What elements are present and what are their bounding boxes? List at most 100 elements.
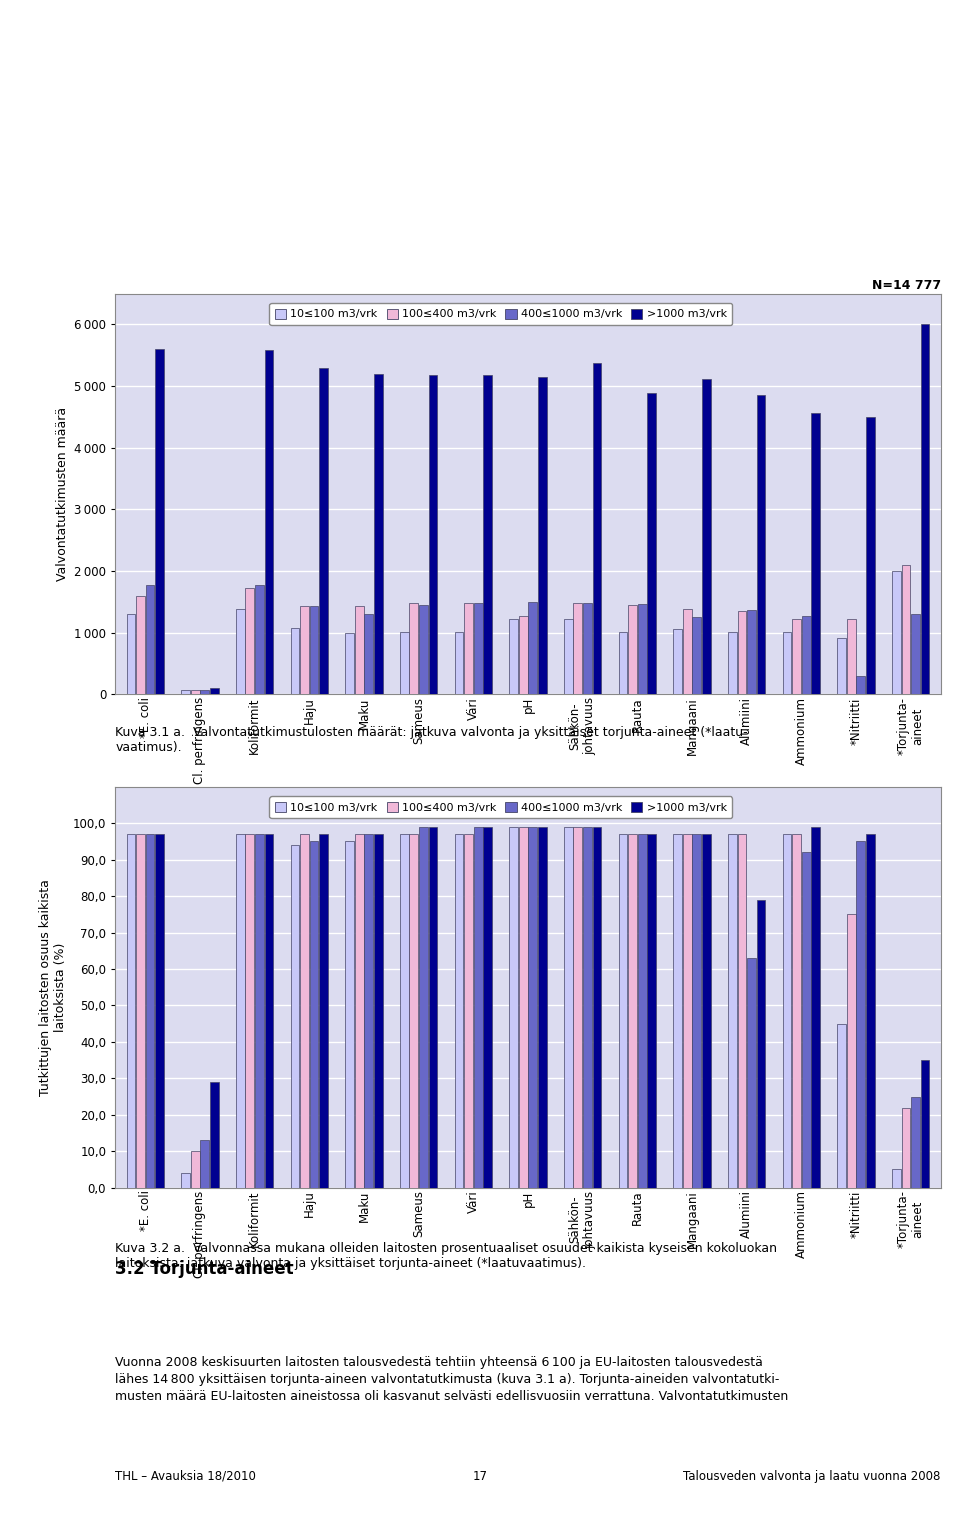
Bar xyxy=(528,826,538,1188)
Bar xyxy=(400,632,409,694)
Bar xyxy=(483,375,492,694)
Bar xyxy=(464,602,473,694)
Text: Kuva 3.2 a.  Valvonnassa mukana olleiden laitosten prosentuaaliset osuudet kaiki: Kuva 3.2 a. Valvonnassa mukana olleiden … xyxy=(115,1242,778,1269)
Bar xyxy=(901,1108,910,1188)
Bar xyxy=(856,841,865,1188)
Bar xyxy=(455,631,464,694)
Bar xyxy=(346,632,354,694)
Bar xyxy=(365,614,373,694)
Text: Vuonna 2008 keskisuurten laitosten talousvedestä tehtiin yhteensä 6 100 ja EU-la: Vuonna 2008 keskisuurten laitosten talou… xyxy=(115,1356,788,1403)
Bar xyxy=(146,834,155,1188)
Bar xyxy=(747,958,756,1188)
Bar xyxy=(837,637,846,694)
Bar xyxy=(811,413,820,694)
Legend: 10≤100 m3/vrk, 100≤400 m3/vrk, 400≤1000 m3/vrk, >1000 m3/vrk: 10≤100 m3/vrk, 100≤400 m3/vrk, 400≤1000 … xyxy=(270,303,732,325)
Bar xyxy=(628,834,637,1188)
Bar xyxy=(464,834,473,1188)
Bar xyxy=(847,619,855,694)
Bar xyxy=(320,368,328,694)
Bar xyxy=(737,611,746,694)
Bar xyxy=(410,602,419,694)
Bar xyxy=(291,628,300,694)
Bar xyxy=(618,834,628,1188)
Bar xyxy=(210,688,219,694)
Bar xyxy=(455,834,464,1188)
Bar xyxy=(419,605,428,694)
Text: 3.2 Torjunta-aineet: 3.2 Torjunta-aineet xyxy=(115,1260,294,1278)
Bar xyxy=(473,604,483,694)
Bar xyxy=(291,846,300,1188)
Bar xyxy=(756,900,765,1188)
Bar xyxy=(866,834,875,1188)
Bar xyxy=(892,1170,900,1188)
Bar xyxy=(782,834,791,1188)
Bar xyxy=(201,1141,209,1188)
Bar xyxy=(473,826,483,1188)
Text: Talousveden valvonta ja laatu vuonna 2008: Talousveden valvonta ja laatu vuonna 200… xyxy=(684,1469,941,1483)
Bar xyxy=(573,826,583,1188)
Text: Kuva 3.1 a.  Valvontatutkimustulosten määrät: jatkuva valvonta ja yksittäiset to: Kuva 3.1 a. Valvontatutkimustulosten mää… xyxy=(115,726,748,753)
Bar xyxy=(365,834,373,1188)
Bar xyxy=(673,629,682,694)
Bar xyxy=(127,834,135,1188)
Bar xyxy=(346,841,354,1188)
Bar xyxy=(181,1173,190,1188)
Bar xyxy=(692,834,701,1188)
Bar xyxy=(191,690,200,694)
Bar xyxy=(792,834,801,1188)
Bar xyxy=(592,826,601,1188)
Bar xyxy=(310,841,319,1188)
Bar xyxy=(583,826,592,1188)
Bar xyxy=(628,605,637,694)
Bar xyxy=(683,608,691,694)
Bar xyxy=(509,619,518,694)
Bar xyxy=(837,1024,846,1188)
Bar xyxy=(802,616,810,694)
Bar xyxy=(538,377,547,694)
Bar xyxy=(428,826,438,1188)
Bar xyxy=(127,614,135,694)
Bar xyxy=(236,834,245,1188)
Bar xyxy=(136,596,145,694)
Bar xyxy=(300,605,309,694)
Y-axis label: Tutkittujen laitosten osuus kaikista
laitoksista (%): Tutkittujen laitosten osuus kaikista lai… xyxy=(39,879,67,1095)
Bar xyxy=(355,607,364,694)
Bar xyxy=(419,826,428,1188)
Bar xyxy=(136,834,145,1188)
Y-axis label: Valvontatutkimusten määrä: Valvontatutkimusten määrä xyxy=(56,407,68,581)
Bar xyxy=(728,834,736,1188)
Bar xyxy=(618,631,628,694)
Bar xyxy=(564,826,573,1188)
Text: THL – Avauksia 18/2010: THL – Avauksia 18/2010 xyxy=(115,1469,256,1483)
Bar xyxy=(255,584,264,694)
Bar xyxy=(592,363,601,694)
Bar xyxy=(683,834,691,1188)
Bar xyxy=(236,610,245,694)
Bar xyxy=(400,834,409,1188)
Bar xyxy=(866,418,875,694)
Bar xyxy=(265,834,274,1188)
Bar xyxy=(483,826,492,1188)
Bar xyxy=(847,914,855,1188)
Bar xyxy=(528,602,538,694)
Bar xyxy=(374,374,383,694)
Bar xyxy=(921,324,929,694)
Legend: 10≤100 m3/vrk, 100≤400 m3/vrk, 400≤1000 m3/vrk, >1000 m3/vrk: 10≤100 m3/vrk, 100≤400 m3/vrk, 400≤1000 … xyxy=(270,796,732,819)
Bar xyxy=(637,834,646,1188)
Bar xyxy=(156,350,164,694)
Text: N=14 777: N=14 777 xyxy=(872,278,941,292)
Bar xyxy=(246,587,254,694)
Bar xyxy=(310,607,319,694)
Bar xyxy=(210,1082,219,1188)
Bar xyxy=(146,586,155,694)
Bar xyxy=(573,602,583,694)
Bar xyxy=(673,834,682,1188)
Bar xyxy=(255,834,264,1188)
Bar xyxy=(911,614,920,694)
Bar xyxy=(509,826,518,1188)
Bar xyxy=(856,676,865,694)
Bar xyxy=(647,834,656,1188)
Bar xyxy=(374,834,383,1188)
Bar xyxy=(756,395,765,694)
Bar xyxy=(410,834,419,1188)
